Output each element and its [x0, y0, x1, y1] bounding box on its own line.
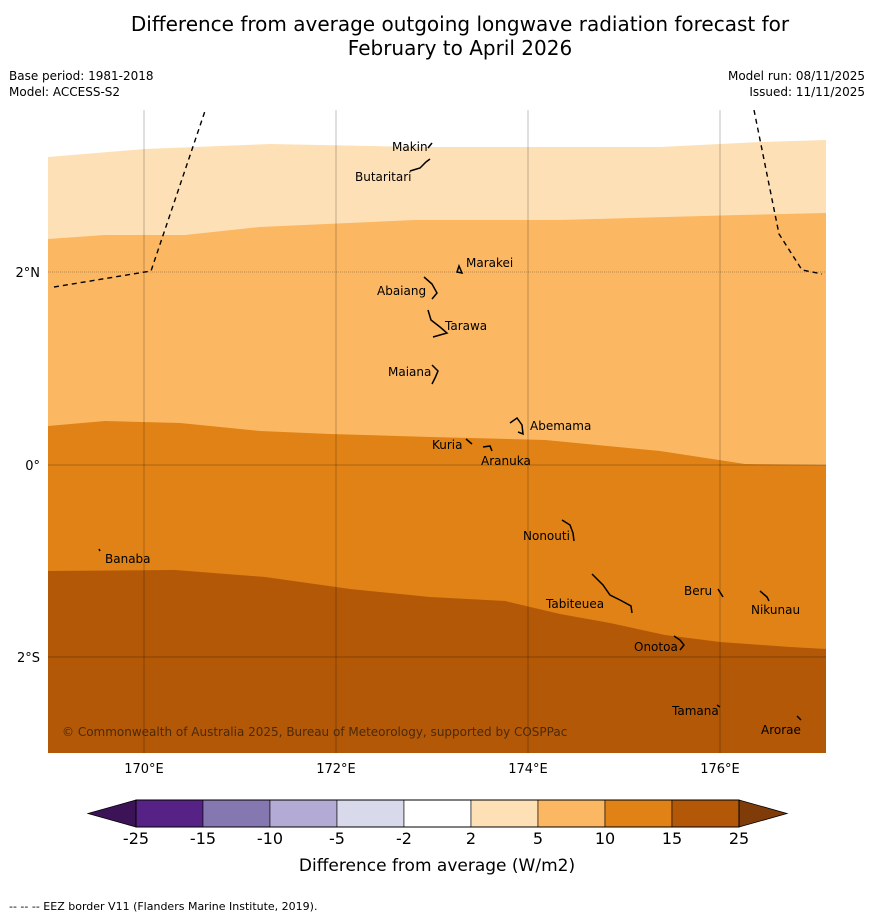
band-15-25 — [48, 570, 826, 753]
model-run: Model run: 08/11/2025 — [727, 69, 865, 83]
island-nonouti — [561, 519, 575, 542]
lon-label-176e: 176°E — [700, 762, 740, 777]
issued-date: Issued: 11/11/2025 — [749, 85, 865, 99]
colorbar-swatch — [269, 799, 338, 828]
colorbar-swatch — [403, 799, 472, 828]
meta-left: Base period: 1981-2018 Model: ACCESS-S2 — [9, 68, 154, 100]
island-banaba — [98, 548, 101, 552]
colorbar-extend-low — [86, 799, 137, 828]
island-abemama — [509, 416, 524, 436]
colorbar-swatch — [604, 799, 673, 828]
label-nonouti: Nonouti — [523, 529, 570, 543]
colorbar-tick-label: 2 — [466, 829, 476, 848]
colorbar-tick-label: -25 — [123, 829, 149, 848]
label-abaiang: Abaiang — [377, 284, 426, 298]
meta-right: Model run: 08/11/2025 Issued: 11/11/2025 — [728, 68, 865, 100]
longitude-labels: 170°E 172°E 174°E 176°E — [124, 762, 740, 777]
label-kuria: Kuria — [432, 438, 463, 452]
lat-label-2n: 2°N — [16, 266, 41, 281]
island-tarawa — [427, 309, 449, 338]
credit-text: © Commonwealth of Australia 2025, Bureau… — [62, 725, 567, 739]
label-onotoa: Onotoa — [634, 640, 678, 654]
footnote: -- -- -- EEZ border V11 (Flanders Marine… — [9, 900, 318, 913]
colorbar: -25 -15 -10 -5 -2 2 5 10 15 25 — [86, 799, 789, 848]
island-marakei — [456, 263, 464, 275]
colorbar-tick-label: -2 — [396, 829, 412, 848]
label-nikunau: Nikunau — [751, 603, 800, 617]
colorbar-swatch — [537, 799, 606, 828]
island-aranuka — [482, 445, 493, 452]
island-kuria — [465, 438, 473, 445]
island-butaritari — [409, 158, 431, 172]
colorbar-tick-label: 5 — [533, 829, 543, 848]
lat-label-0: 0° — [25, 459, 40, 474]
latitude-labels: 2°N 0° 2°S — [16, 266, 41, 666]
colorbar-swatch — [135, 799, 204, 828]
colorbar-label: Difference from average (W/m2) — [299, 856, 575, 876]
island-beru — [717, 588, 724, 598]
island-makin — [427, 142, 433, 149]
label-makin: Makin — [392, 140, 428, 154]
colorbar-tick-label: -15 — [190, 829, 216, 848]
base-period: Base period: 1981-2018 — [9, 69, 154, 83]
island-maiana — [431, 364, 439, 385]
colorbar-tick-label: -10 — [257, 829, 283, 848]
island-tamana — [716, 704, 721, 708]
map-panel: Makin Butaritari Marakei Abaiang Tarawa … — [48, 110, 826, 753]
island-outlines — [98, 142, 802, 721]
colorbar-tick-label: 25 — [729, 829, 749, 848]
label-arorae: Arorae — [761, 723, 801, 737]
title-line-2: February to April 2026 — [347, 36, 573, 60]
label-marakei: Marakei — [466, 256, 513, 270]
lon-label-172e: 172°E — [316, 762, 356, 777]
colorbar-tick-label: -5 — [329, 829, 345, 848]
place-labels: Makin Butaritari Marakei Abaiang Tarawa … — [105, 140, 801, 737]
colorbar-swatch — [202, 799, 271, 828]
lon-label-174e: 174°E — [508, 762, 548, 777]
colorbar-outline — [135, 799, 740, 828]
colorbar-swatch — [336, 799, 405, 828]
label-tarawa: Tarawa — [444, 319, 487, 333]
colorbar-swatch — [470, 799, 539, 828]
label-maiana: Maiana — [388, 365, 431, 379]
label-tabiteuea: Tabiteuea — [545, 597, 604, 611]
label-aranuka: Aranuka — [481, 454, 531, 468]
island-abaiang — [423, 276, 438, 300]
island-onotoa — [673, 635, 685, 651]
title-line-1: Difference from average outgoing longwav… — [130, 12, 790, 36]
colorbar-extend-high — [738, 799, 789, 828]
label-abemama: Abemama — [530, 419, 591, 433]
colorbar-tick-label: 10 — [595, 829, 615, 848]
colorbar-swatch — [671, 799, 740, 828]
island-nikunau — [759, 590, 770, 602]
island-arorae — [796, 715, 802, 721]
lon-label-170e: 170°E — [124, 762, 164, 777]
label-beru: Beru — [684, 584, 712, 598]
label-banaba: Banaba — [105, 552, 151, 566]
island-tabiteuea — [591, 573, 633, 614]
eez-border — [53, 110, 823, 288]
lat-label-2s: 2°S — [17, 651, 40, 666]
label-butaritari: Butaritari — [355, 170, 412, 184]
model-name: Model: ACCESS-S2 — [9, 85, 121, 99]
label-tamana: Tamana — [671, 704, 719, 718]
map-title: Difference from average outgoing longwav… — [0, 12, 873, 60]
colorbar-tick-label: 15 — [662, 829, 682, 848]
gridlines — [48, 110, 826, 753]
